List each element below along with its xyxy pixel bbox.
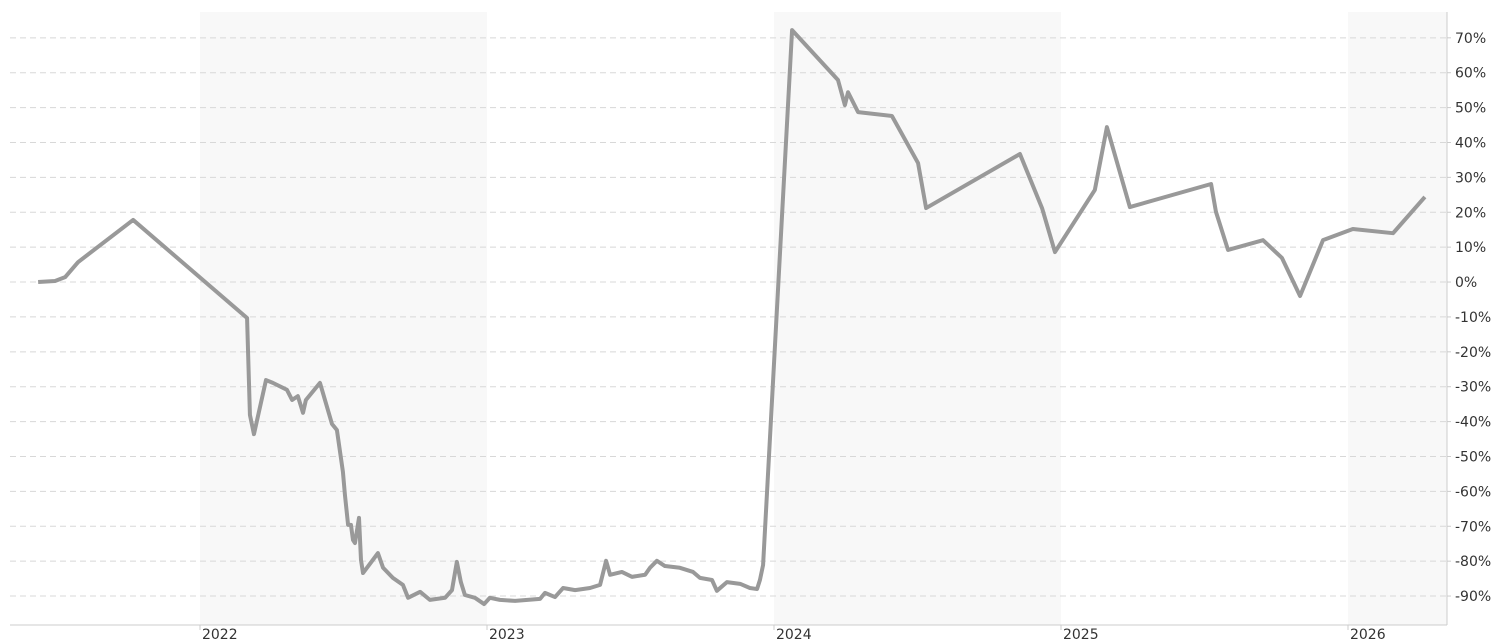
x-tick-label: 2024 bbox=[776, 627, 812, 642]
y-tick-label: 70% bbox=[1455, 31, 1486, 47]
year-band bbox=[1347, 12, 1447, 625]
y-tick-label: 40% bbox=[1455, 135, 1486, 151]
y-tick-label: 60% bbox=[1455, 66, 1486, 82]
y-tick-label: -60% bbox=[1455, 484, 1491, 500]
y-tick-label: 10% bbox=[1455, 240, 1486, 256]
y-tick-label: 30% bbox=[1455, 170, 1486, 186]
x-tick-label: 2023 bbox=[489, 627, 525, 642]
y-tick-label: -90% bbox=[1455, 589, 1491, 605]
x-tick-label: 2022 bbox=[202, 627, 238, 642]
y-tick-label: -30% bbox=[1455, 380, 1491, 396]
y-tick-label: -80% bbox=[1455, 554, 1491, 570]
y-tick-label: 20% bbox=[1455, 205, 1486, 221]
y-tick-label: -20% bbox=[1455, 345, 1491, 361]
x-tick-label: 2025 bbox=[1063, 627, 1099, 642]
y-tick-label: 0% bbox=[1455, 275, 1477, 291]
y-tick-label: -70% bbox=[1455, 519, 1491, 535]
y-tick-label: -50% bbox=[1455, 449, 1491, 465]
y-tick-label: -40% bbox=[1455, 415, 1491, 431]
x-tick-label: 2026 bbox=[1350, 627, 1386, 642]
line bbox=[38, 28, 1427, 607]
year-band bbox=[773, 12, 1061, 625]
year-band bbox=[199, 12, 487, 625]
y-tick-label: -10% bbox=[1455, 310, 1491, 326]
y-tick-label: 50% bbox=[1455, 101, 1486, 117]
